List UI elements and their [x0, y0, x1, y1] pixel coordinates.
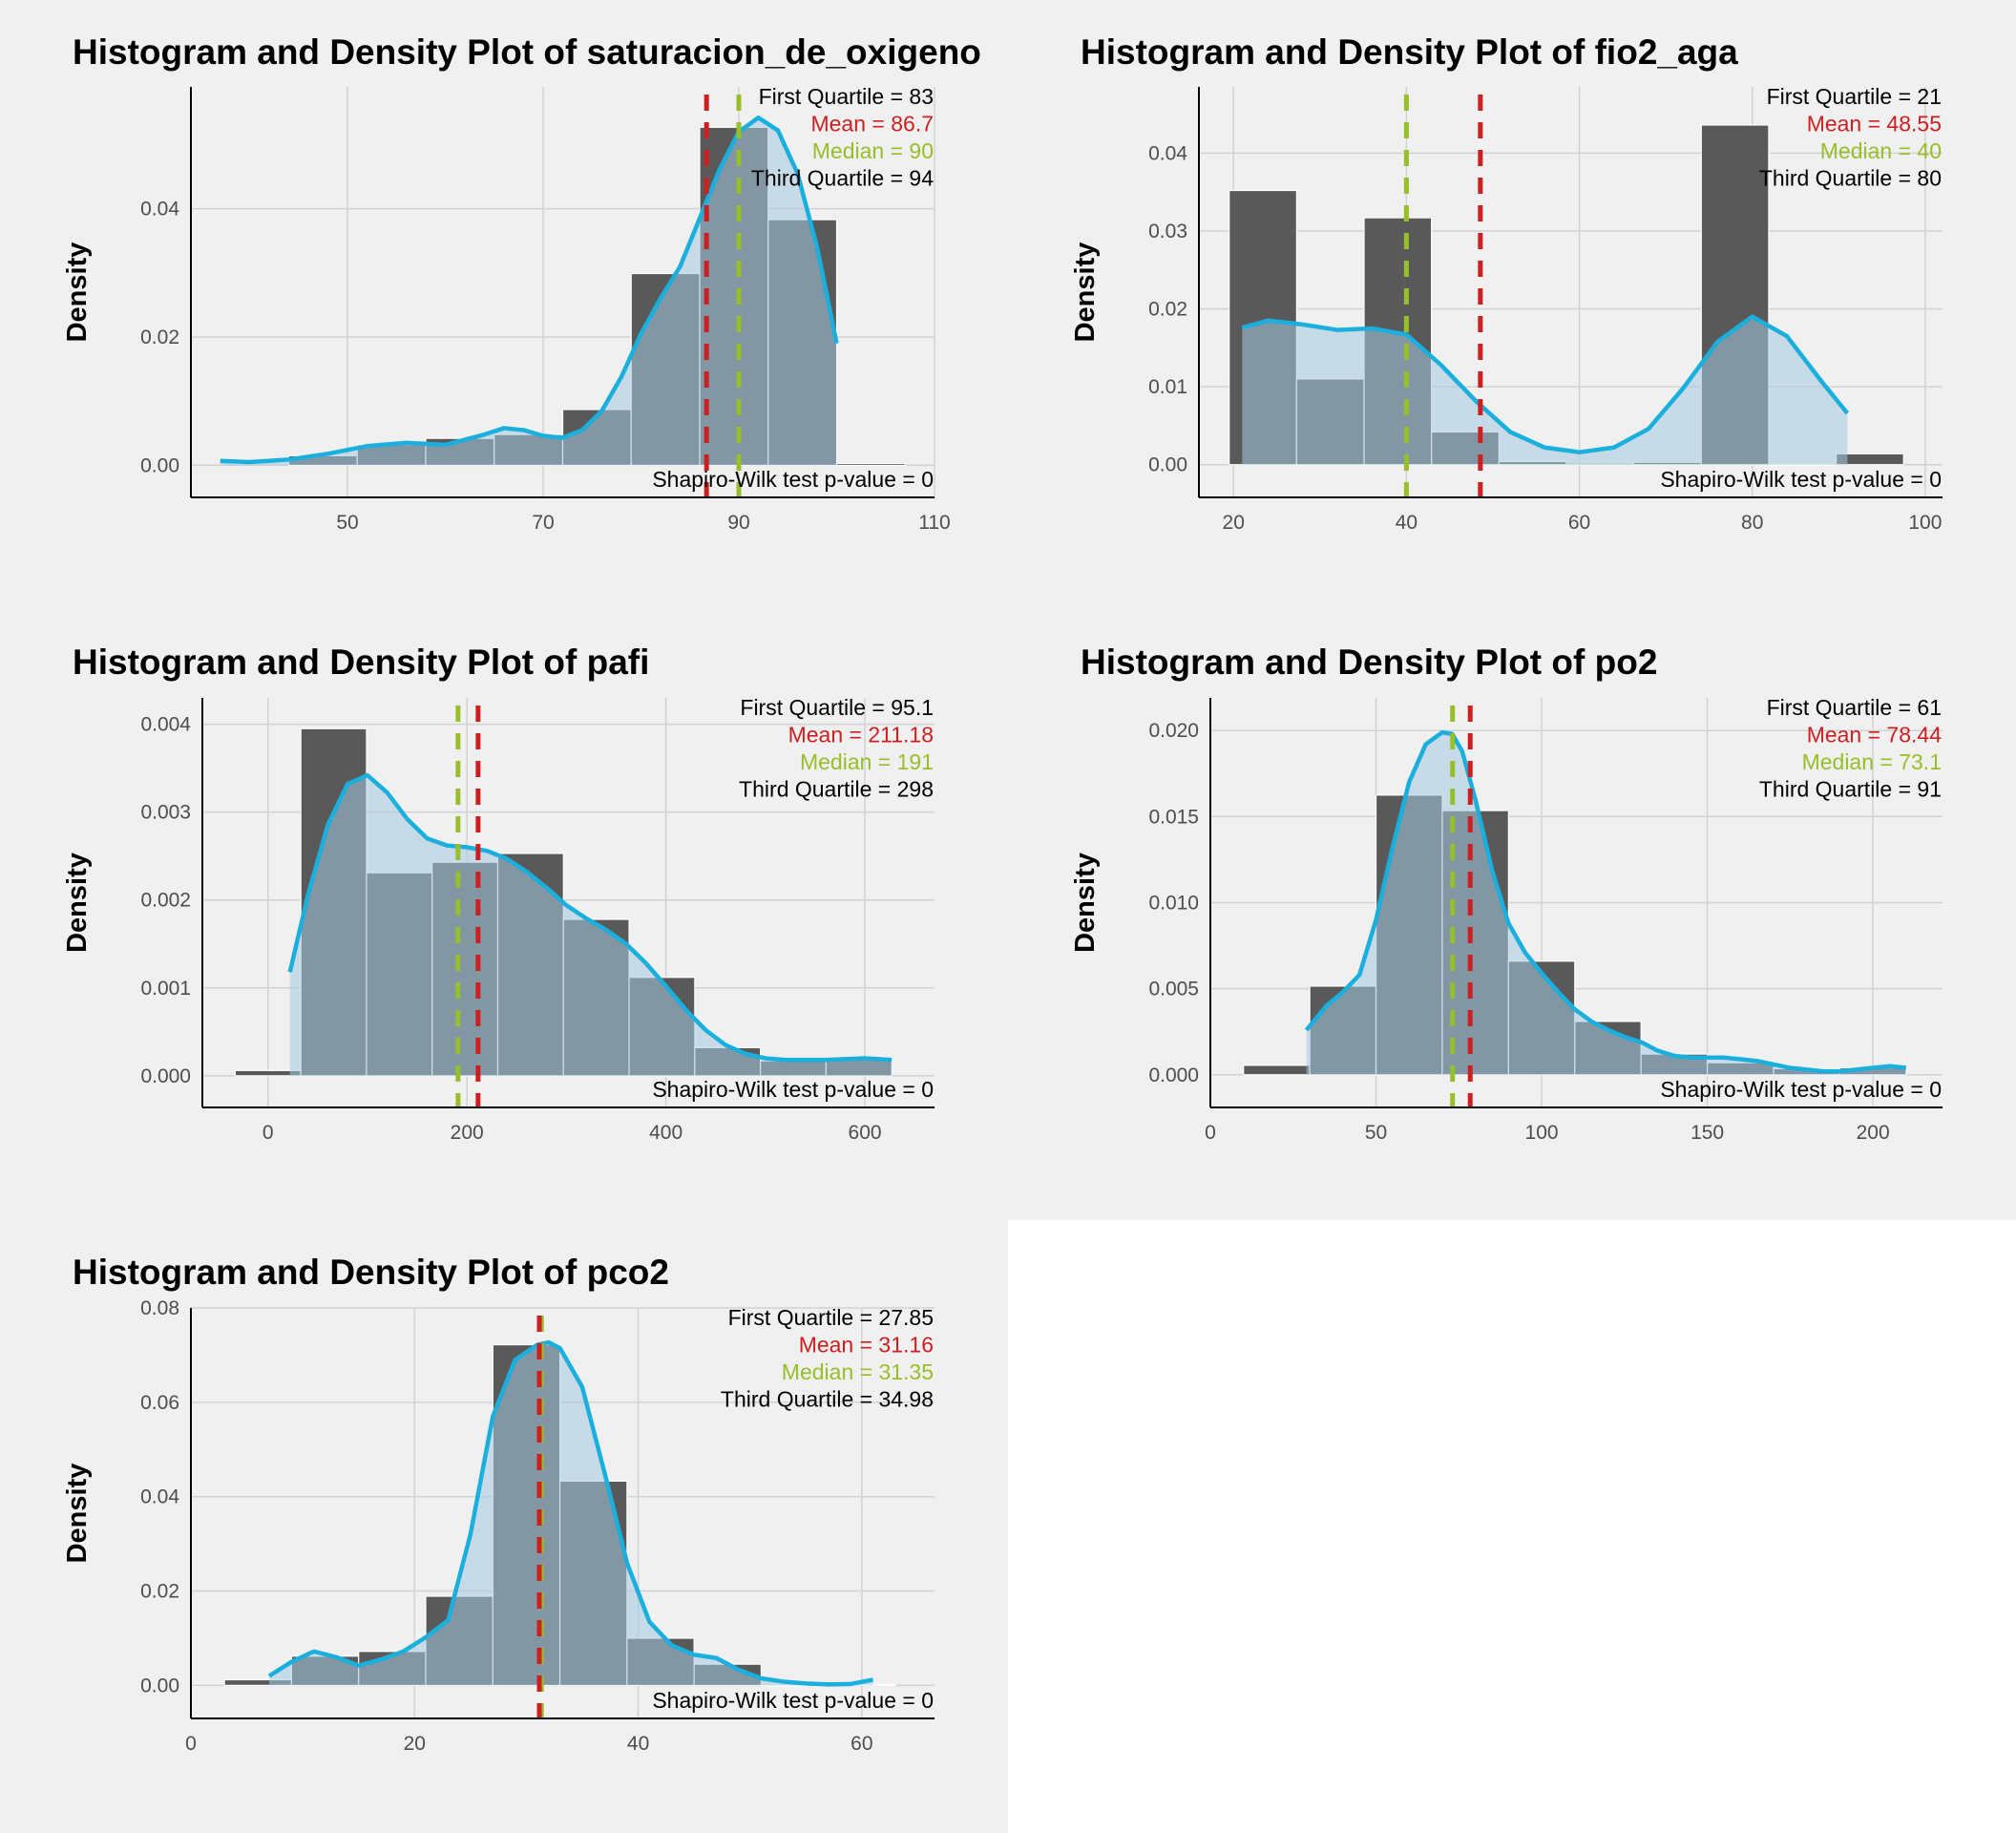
x-tick-label: 100 — [1908, 512, 1942, 534]
chart-panel-2: Histogram and Density Plot of fio2_aga De… — [1070, 32, 1942, 534]
first-quartile-label: First Quartile = 95.1 — [740, 695, 934, 720]
chart-title: Histogram and Density Plot of fio2_aga — [1081, 32, 1738, 72]
x-tick-label: 20 — [404, 1733, 426, 1755]
x-tick-label: 0 — [262, 1122, 274, 1144]
shapiro-wilk-label: Shapiro-Wilk test p-value = 0 — [652, 467, 934, 492]
y-tick-label: 0.04 — [140, 199, 179, 221]
x-tick-label: 200 — [1857, 1122, 1890, 1144]
y-tick-label: 0.000 — [1148, 1064, 1199, 1086]
histogram-bar — [1243, 1064, 1311, 1076]
y-tick-label: 0.01 — [1148, 376, 1187, 398]
y-axis-label: Density — [62, 1464, 93, 1564]
y-tick-label: 0.002 — [140, 890, 191, 912]
y-tick-label: 0.004 — [140, 714, 191, 736]
shapiro-wilk-label: Shapiro-Wilk test p-value = 0 — [1660, 1077, 1942, 1102]
x-tick-label: 0 — [185, 1733, 197, 1755]
x-tick-label: 400 — [649, 1122, 682, 1144]
first-quartile-label: First Quartile = 83 — [759, 84, 934, 109]
y-tick-label: 0.00 — [140, 454, 179, 476]
y-axis-label: Density — [62, 242, 93, 343]
chart-panel-1: Histogram and Density Plot of saturacion… — [62, 32, 981, 534]
y-tick-label: 0.02 — [1148, 299, 1187, 321]
shapiro-wilk-label: Shapiro-Wilk test p-value = 0 — [1660, 467, 1942, 492]
density-area — [1242, 316, 1848, 465]
density-curve — [1304, 729, 1907, 1074]
chart-title: Histogram and Density Plot of po2 — [1081, 643, 1657, 682]
y-tick-label: 0.04 — [1148, 142, 1187, 164]
third-quartile-label: Third Quartile = 298 — [739, 777, 934, 802]
y-tick-label: 0.00 — [1148, 454, 1187, 476]
mean-label: Mean = 86.7 — [810, 112, 934, 137]
x-tick-label: 600 — [849, 1122, 882, 1144]
x-tick-label: 40 — [1396, 512, 1418, 534]
chart-panel-3: Histogram and Density Plot of pafi Densit… — [62, 643, 934, 1144]
first-quartile-label: First Quartile = 61 — [1767, 695, 1942, 720]
chart-title: Histogram and Density Plot of pafi — [73, 643, 649, 682]
y-axis-label: Density — [62, 853, 93, 953]
chart-panel-5: Histogram and Density Plot of pco2 Densit… — [62, 1253, 934, 1755]
third-quartile-label: Third Quartile = 34.98 — [721, 1387, 934, 1412]
x-tick-label: 200 — [451, 1122, 484, 1144]
x-tick-label: 50 — [1365, 1122, 1387, 1144]
density-curve — [267, 1339, 873, 1687]
mean-label: Mean = 31.16 — [799, 1333, 934, 1358]
density-area — [220, 117, 837, 466]
x-tick-label: 150 — [1690, 1122, 1724, 1144]
first-quartile-label: First Quartile = 27.85 — [728, 1305, 934, 1330]
y-tick-label: 0.005 — [1148, 979, 1199, 1001]
median-label: Median = 73.1 — [1802, 749, 1942, 774]
first-quartile-label: First Quartile = 21 — [1767, 84, 1942, 109]
density-curve — [287, 772, 892, 1063]
mean-label: Mean = 48.55 — [1807, 112, 1942, 137]
density-area — [1306, 732, 1906, 1075]
y-tick-label: 0.015 — [1148, 806, 1199, 828]
mean-label: Mean = 211.18 — [788, 723, 934, 748]
shapiro-wilk-label: Shapiro-Wilk test p-value = 0 — [652, 1077, 934, 1102]
histogram-bar — [1768, 464, 1838, 466]
x-tick-label: 20 — [1223, 512, 1245, 534]
y-tick-label: 0.010 — [1148, 893, 1199, 915]
chart-panel-4: Histogram and Density Plot of po2 Density… — [1070, 643, 1942, 1144]
y-axis-label: Density — [1070, 242, 1101, 343]
median-label: Median = 191 — [800, 749, 934, 774]
y-tick-label: 0.08 — [140, 1297, 179, 1319]
y-tick-label: 0.00 — [140, 1675, 179, 1696]
density-area — [269, 1342, 873, 1686]
y-tick-label: 0.003 — [140, 802, 191, 824]
y-tick-label: 0.000 — [140, 1065, 191, 1087]
median-label: Median = 40 — [1820, 138, 1942, 163]
x-tick-label: 60 — [1568, 512, 1590, 534]
third-quartile-label: Third Quartile = 94 — [751, 166, 934, 191]
y-axis-label: Density — [1070, 853, 1101, 953]
chart-title: Histogram and Density Plot of pco2 — [73, 1253, 669, 1292]
x-tick-label: 90 — [727, 512, 749, 534]
density-area — [289, 775, 892, 1076]
median-label: Median = 90 — [812, 138, 934, 163]
chart-title: Histogram and Density Plot of saturacion… — [73, 32, 981, 72]
y-tick-label: 0.020 — [1148, 720, 1199, 742]
y-tick-label: 0.02 — [140, 1581, 179, 1603]
y-tick-label: 0.03 — [1148, 221, 1187, 242]
density-curve — [1241, 314, 1850, 454]
third-quartile-label: Third Quartile = 80 — [1759, 166, 1942, 191]
y-tick-label: 0.001 — [140, 978, 191, 1000]
x-tick-label: 60 — [850, 1733, 872, 1755]
median-label: Median = 31.35 — [782, 1359, 934, 1384]
y-tick-label: 0.06 — [140, 1392, 179, 1414]
x-tick-label: 110 — [918, 512, 950, 534]
histogram-bar — [835, 462, 906, 467]
x-tick-label: 50 — [336, 512, 358, 534]
x-tick-label: 0 — [1205, 1122, 1216, 1144]
x-tick-label: 70 — [532, 512, 554, 534]
x-tick-label: 100 — [1525, 1122, 1559, 1144]
density-curve — [220, 116, 839, 465]
shapiro-wilk-label: Shapiro-Wilk test p-value = 0 — [652, 1688, 934, 1713]
x-tick-label: 80 — [1741, 512, 1763, 534]
third-quartile-label: Third Quartile = 91 — [1759, 777, 1942, 802]
y-tick-label: 0.02 — [140, 327, 179, 348]
x-tick-label: 40 — [627, 1733, 649, 1755]
y-tick-label: 0.04 — [140, 1486, 179, 1508]
mean-label: Mean = 78.44 — [1807, 723, 1942, 748]
